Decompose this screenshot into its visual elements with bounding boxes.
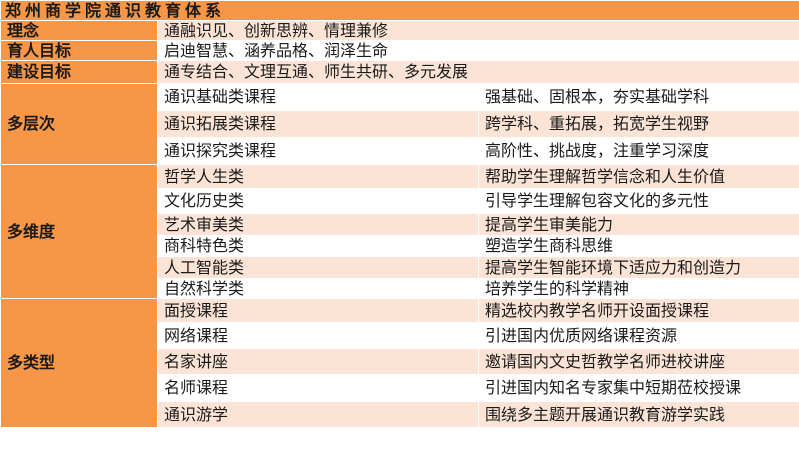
table-row: 建设目标 通专结合、文理互通、师生共研、多元发展 (0, 60, 799, 84)
row-value: 通专结合、文理互通、师生共研、多元发展 (156, 60, 799, 84)
item-description: 提高学生智能环境下适应力和创造力 (477, 256, 799, 279)
education-system-table: 郑州商学院通识教育体系 理念 通融识见、创新思辨、情理兼修 育人目标 启迪智慧、涵养品… (0, 0, 799, 428)
item-name: 艺术审美类 (157, 213, 479, 236)
item-description: 引导学生理解包容文化的多元性 (477, 188, 799, 214)
table-row: 自然科学类 培养学生的科学精神 (1, 278, 799, 299)
item-name: 自然科学类 (157, 278, 479, 299)
item-name: 文化历史类 (157, 188, 479, 214)
item-name: 通识探究类课程 (157, 137, 479, 165)
item-name: 名家讲座 (157, 348, 479, 375)
table-row: 商科特色类 塑造学生商科思维 (1, 235, 799, 257)
item-name: 商科特色类 (157, 235, 479, 257)
group-label: 多维度 (0, 164, 158, 299)
table-row: 名师课程 引进国内知名专家集中短期莅校授课 (1, 374, 799, 402)
table-row: 多维度 哲学人生类 帮助学生理解哲学信念和人生价值 (0, 164, 799, 299)
item-description: 培养学生的科学精神 (477, 278, 799, 299)
table-row: 多类型 面授课程 精选校内教学名师开设面授课程 (0, 298, 799, 428)
item-name: 哲学人生类 (157, 164, 479, 189)
item-description: 塑造学生商科思维 (477, 235, 799, 257)
item-description: 精选校内教学名师开设面授课程 (477, 298, 799, 323)
group-label: 多类型 (0, 298, 158, 428)
row-value: 启迪智慧、涵养品格、润泽生命 (156, 40, 799, 61)
item-description: 提高学生审美能力 (477, 213, 799, 236)
item-description: 跨学科、重拓展，拓宽学生视野 (477, 110, 799, 138)
group-label: 多层次 (0, 83, 158, 165)
item-description: 围绕多主题开展通识教育游学实践 (477, 401, 799, 428)
item-name: 面授课程 (157, 298, 479, 323)
table-row: 通识游学 围绕多主题开展通识教育游学实践 (1, 401, 799, 428)
table-row: 通识拓展类课程 跨学科、重拓展，拓宽学生视野 (1, 110, 799, 138)
table-row: 名家讲座 邀请国内文史哲教学名师进校讲座 (1, 348, 799, 375)
table-title: 郑州商学院通识教育体系 (0, 0, 799, 21)
item-description: 强基础、固根本，夯实基础学科 (477, 83, 799, 111)
table-row: 人工智能类 提高学生智能环境下适应力和创造力 (1, 256, 799, 279)
table-row: 理念 通融识见、创新思辨、情理兼修 (0, 20, 799, 41)
item-description: 邀请国内文史哲教学名师进校讲座 (477, 348, 799, 375)
item-name: 名师课程 (157, 374, 479, 402)
item-description: 引进国内知名专家集中短期莅校授课 (477, 374, 799, 402)
row-label: 建设目标 (0, 60, 158, 84)
table-row: 文化历史类 引导学生理解包容文化的多元性 (1, 188, 799, 214)
item-description: 高阶性、挑战度，注重学习深度 (477, 137, 799, 165)
item-name: 通识拓展类课程 (157, 110, 479, 138)
row-value: 通融识见、创新思辨、情理兼修 (156, 20, 799, 41)
row-label: 理念 (0, 20, 158, 41)
row-label: 育人目标 (0, 40, 158, 61)
table-row: 多层次 通识基础类课程 强基础、固根本，夯实基础学科 (0, 83, 799, 165)
item-name: 通识游学 (157, 401, 479, 428)
item-name: 人工智能类 (157, 256, 479, 279)
item-description: 引进国内优质网络课程资源 (477, 322, 799, 349)
item-name: 通识基础类课程 (157, 83, 479, 111)
item-name: 网络课程 (157, 322, 479, 349)
table-row: 育人目标 启迪智慧、涵养品格、润泽生命 (0, 40, 799, 61)
item-description: 帮助学生理解哲学信念和人生价值 (477, 164, 799, 189)
table-row: 网络课程 引进国内优质网络课程资源 (1, 322, 799, 349)
table-row: 艺术审美类 提高学生审美能力 (1, 213, 799, 236)
